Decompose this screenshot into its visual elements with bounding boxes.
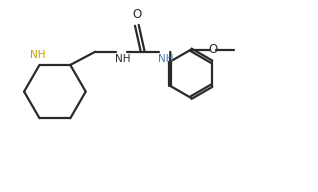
Text: NH: NH <box>30 50 46 60</box>
Text: NH: NH <box>157 54 173 64</box>
Text: O: O <box>208 43 218 56</box>
Text: NH: NH <box>115 54 131 64</box>
Text: O: O <box>132 8 142 21</box>
